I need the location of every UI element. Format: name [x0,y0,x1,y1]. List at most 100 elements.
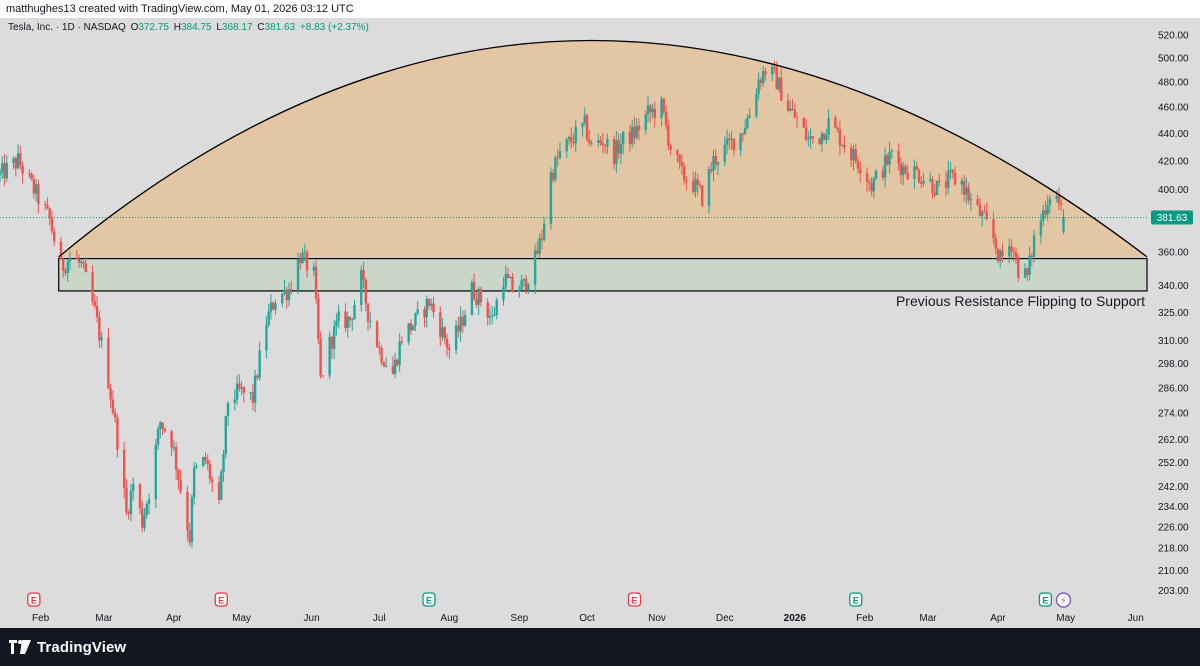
candle-body[interactable] [430,303,433,306]
candle-body[interactable] [154,444,157,500]
candle-body[interactable] [739,133,742,151]
candle-body[interactable] [14,158,18,169]
candle-body[interactable] [98,317,101,341]
candle-body[interactable] [962,180,966,195]
candle-body[interactable] [328,336,331,376]
candle-body[interactable] [1039,220,1043,236]
candle-body[interactable] [479,288,483,303]
price-chart[interactable]: Previous Resistance Flipping to Support 5… [0,0,1200,628]
candle-body[interactable] [888,151,891,165]
candle-body[interactable] [759,79,763,84]
candle-body[interactable] [969,199,973,201]
candle-body[interactable] [353,304,356,320]
candle-body[interactable] [793,109,796,118]
candle-body[interactable] [904,166,907,174]
candle-body[interactable] [1030,255,1034,257]
candle-body[interactable] [159,422,162,429]
candle-body[interactable] [856,160,860,169]
candle-body[interactable] [416,309,419,314]
candle-body[interactable] [716,161,720,165]
candle-body[interactable] [874,171,878,179]
candle-body[interactable] [281,293,284,304]
candle-body[interactable] [12,158,15,164]
candle-body[interactable] [994,238,997,249]
candle-body[interactable] [533,250,537,285]
candle-body[interactable] [881,171,885,178]
candle-body[interactable] [780,77,783,101]
candle-body[interactable] [75,257,78,260]
candle-body[interactable] [680,162,684,167]
candle-body[interactable] [186,491,189,531]
candle-body[interactable] [567,136,571,140]
candle-body[interactable] [649,105,652,113]
candle-body[interactable] [344,311,347,329]
candle-body[interactable] [637,125,641,130]
candle-body[interactable] [834,117,837,128]
candle-body[interactable] [825,134,828,140]
candle-body[interactable] [949,169,952,171]
candle-body[interactable] [378,347,381,349]
candle-body[interactable] [691,181,695,192]
candle-body[interactable] [290,289,293,291]
candle-body[interactable] [728,138,731,141]
candle-body[interactable] [509,277,512,279]
candle-body[interactable] [1023,268,1027,278]
candle-body[interactable] [712,156,715,171]
candle-body[interactable] [253,375,257,403]
candle-body[interactable] [192,467,196,498]
candle-body[interactable] [818,138,821,145]
candle-body[interactable] [109,388,112,400]
candle-body[interactable] [398,341,401,365]
candle-body[interactable] [827,117,830,135]
candle-body[interactable] [206,460,209,464]
candle-body[interactable] [285,289,288,301]
candle-body[interactable] [700,185,704,206]
candle-body[interactable] [265,325,268,351]
candle-body[interactable] [427,299,431,306]
candle-body[interactable] [93,301,97,307]
candle-body[interactable] [141,508,144,528]
candle-body[interactable] [820,133,824,145]
candle-body[interactable] [125,487,128,513]
candle-body[interactable] [202,457,205,466]
candle-body[interactable] [384,366,388,368]
candle-body[interactable] [188,530,191,543]
candle-body[interactable] [707,169,711,206]
candle-body[interactable] [554,157,557,180]
candle-body[interactable] [635,125,638,138]
candle-body[interactable] [301,252,304,264]
candle-body[interactable] [95,306,99,318]
candle-body[interactable] [572,141,575,144]
candle-body[interactable] [172,447,176,449]
candle-body[interactable] [369,321,372,323]
candle-body[interactable] [441,327,444,337]
candle-body[interactable] [983,211,986,213]
candle-body[interactable] [938,180,941,182]
candle-body[interactable] [922,180,925,184]
candle-body[interactable] [743,128,747,135]
candle-body[interactable] [1046,205,1049,215]
candle-body[interactable] [37,184,40,204]
candle-body[interactable] [174,447,178,470]
tradingview-logo[interactable]: TradingView [9,637,126,657]
candle-body[interactable] [822,133,826,140]
candle-body[interactable] [935,180,939,195]
candle-body[interactable] [80,261,83,263]
candle-body[interactable] [978,204,982,217]
candle-body[interactable] [913,166,916,180]
candle-body[interactable] [1008,246,1011,257]
candle-body[interactable] [195,465,198,468]
candle-body[interactable] [495,300,498,315]
candle-body[interactable] [351,319,354,321]
candle-body[interactable] [682,166,686,181]
candle-body[interactable] [472,282,476,300]
candle-body[interactable] [463,314,467,326]
candle-body[interactable] [477,288,480,305]
candle-body[interactable] [960,180,964,185]
candle-body[interactable] [965,187,968,195]
candle-body[interactable] [723,144,726,162]
candle-body[interactable] [457,325,460,332]
candle-body[interactable] [1060,203,1063,205]
candle-body[interactable] [676,149,679,156]
candle-body[interactable] [91,272,94,302]
